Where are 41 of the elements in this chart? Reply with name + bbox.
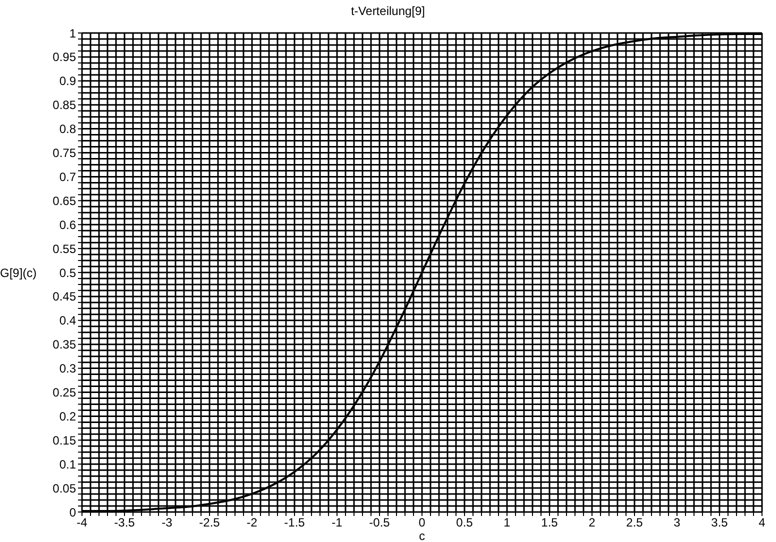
y-axis-title: G[9](c) — [0, 266, 37, 280]
x-tick-label: -1.5 — [284, 516, 306, 530]
y-tick-label: 0.7 — [59, 170, 76, 184]
y-tick-label: 0.9 — [59, 74, 76, 88]
y-tick-label: 0.3 — [59, 362, 76, 376]
y-tick-label: 1 — [69, 26, 76, 40]
y-tick-label: 0.65 — [52, 194, 76, 208]
x-tick-label: 2.5 — [626, 516, 644, 530]
y-tick-label: 0.5 — [59, 266, 76, 280]
y-tick-label: 0.6 — [59, 218, 76, 232]
x-tick-label: 3 — [674, 516, 681, 530]
x-tick-label: 4 — [758, 516, 766, 530]
x-tick-label: -1 — [332, 516, 343, 530]
y-tick-label: 0.4 — [59, 314, 76, 328]
x-tick-label: 2 — [588, 516, 596, 530]
y-tick-label: 0.75 — [52, 146, 76, 160]
x-tick-label: -0.5 — [369, 516, 390, 530]
y-tick-label: 0.35 — [52, 338, 76, 352]
y-tick-label: 0.25 — [52, 386, 76, 400]
x-tick-label: 0 — [418, 516, 426, 530]
y-tick-label: 0.05 — [52, 481, 76, 496]
y-tick-label: 0.15 — [52, 433, 76, 448]
y-tick-label: 0.8 — [59, 122, 76, 136]
y-tick-label: 0.85 — [52, 98, 76, 112]
x-tick-label: 0.5 — [456, 516, 474, 530]
y-tick-label: 0.2 — [59, 409, 76, 424]
x-tick-label: -2.5 — [199, 516, 220, 530]
x-tick-label: -4 — [76, 516, 88, 530]
y-tick-label: 0.55 — [52, 242, 76, 256]
y-tick-label: 0.45 — [52, 290, 76, 304]
x-tick-label: -3.5 — [114, 516, 136, 530]
x-tick-label: 1.5 — [541, 516, 558, 530]
y-tick-label: 0.1 — [59, 457, 76, 472]
y-tick-label: 0 — [69, 505, 76, 520]
x-axis-title: c — [419, 529, 425, 542]
y-tick-label: 0.95 — [52, 50, 76, 64]
x-tick-label: 1 — [504, 516, 511, 530]
x-tick-label: 3.5 — [711, 516, 728, 530]
x-tick-label: -3 — [162, 516, 173, 530]
x-tick-label: -2 — [246, 516, 258, 530]
chart-title: t-Verteilung[9] — [350, 4, 426, 18]
